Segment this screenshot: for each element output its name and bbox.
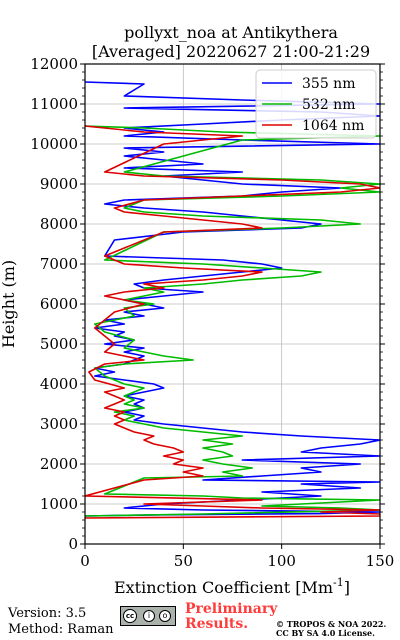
x-tick-label: 50 <box>174 552 193 570</box>
y-tick-label: 6000 <box>40 295 78 313</box>
series-line-1 <box>85 125 380 517</box>
legend-label-355: 355 nm <box>302 76 355 92</box>
x-tick-label: 150 <box>366 552 395 570</box>
y-tick-label: 11000 <box>30 95 78 113</box>
method-text: Method: Raman <box>8 622 114 637</box>
y-tick-label: 3000 <box>40 415 78 433</box>
ticks: 0100020003000400050006000700080009000100… <box>30 55 394 570</box>
copyright-line-2: CC BY SA 4.0 License. <box>276 628 375 638</box>
y-axis-label: Height (m) <box>0 260 18 348</box>
preliminary-line-1: Preliminary <box>185 601 278 617</box>
y-tick-label: 0 <box>68 535 78 553</box>
y-tick-label: 5000 <box>40 335 78 353</box>
y-tick-label: 1000 <box>40 495 78 513</box>
cc-license-badge: cc i o <box>120 606 176 626</box>
series-line-2 <box>85 125 380 519</box>
legend-label-532: 532 nm <box>302 97 355 113</box>
cc-icon: cc <box>123 609 137 623</box>
legend: 355 nm 532 nm 1064 nm <box>255 69 377 139</box>
preliminary-line-2: Results. <box>185 616 249 632</box>
cc-sa-icon: o <box>159 610 171 622</box>
chart-title: pollyxt_noa at Antikythera <box>124 23 338 42</box>
y-tick-label: 8000 <box>40 215 78 233</box>
x-tick-label: 0 <box>80 552 90 570</box>
y-tick-label: 9000 <box>40 175 78 193</box>
legend-label-1064: 1064 nm <box>302 118 364 134</box>
y-tick-label: 10000 <box>30 135 78 153</box>
copyright-notice: © TROPOS & NOA 2022. CC BY SA 4.0 Licens… <box>276 620 386 638</box>
x-tick-label: 100 <box>267 552 296 570</box>
preliminary-results-notice: Preliminary Results. <box>185 602 277 632</box>
y-tick-label: 2000 <box>40 455 78 473</box>
copyright-line-1: © TROPOS & NOA 2022. <box>276 619 387 629</box>
y-tick-label: 7000 <box>40 255 78 273</box>
legend-box <box>255 69 377 139</box>
footer-info: Version: 3.5 Method: Raman <box>8 606 114 638</box>
x-axis-label: Extinction Coefficient [Mm-1] <box>114 576 350 597</box>
series-layer <box>85 81 380 519</box>
version-text: Version: 3.5 <box>8 606 87 621</box>
y-tick-label: 4000 <box>40 375 78 393</box>
y-tick-label: 12000 <box>30 55 78 73</box>
cc-by-icon: i <box>143 610 155 622</box>
chart-subtitle: [Averaged] 20220627 21:00-21:29 <box>92 42 370 61</box>
